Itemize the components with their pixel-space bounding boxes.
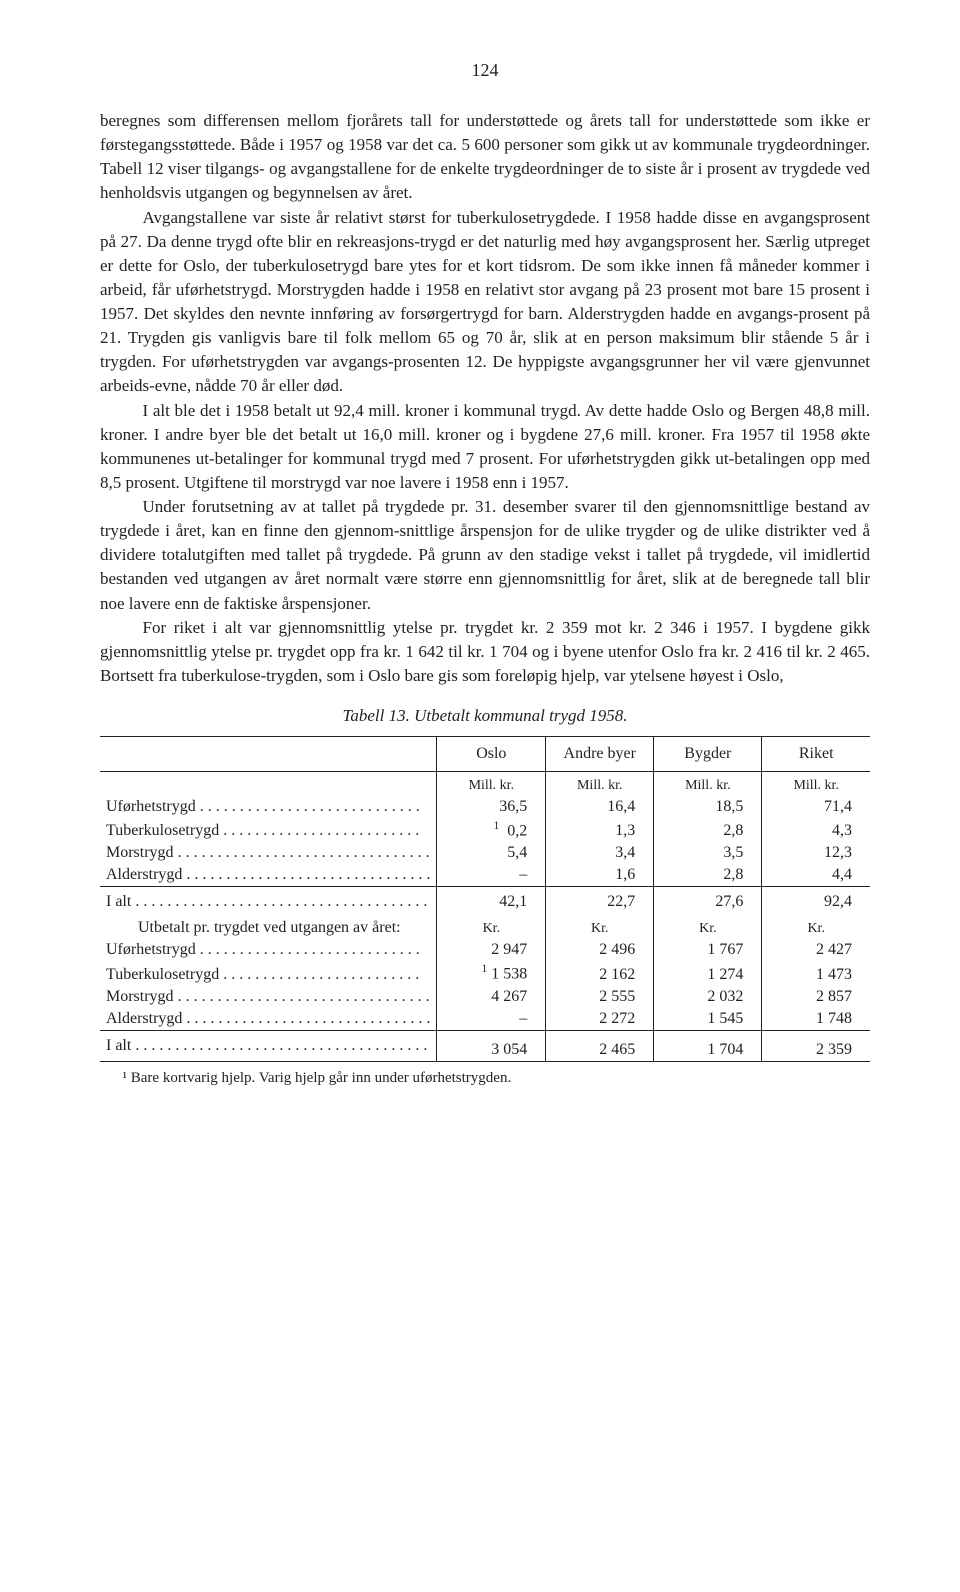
unit-kr: Kr.: [654, 913, 762, 939]
table-13: Oslo Andre byer Bygder Riket Mill. kr. M…: [100, 736, 870, 1062]
cell: 2 272: [546, 1008, 654, 1031]
cell: 4 267: [437, 986, 546, 1008]
cell: 3,5: [654, 842, 762, 864]
cell: 3,4: [546, 842, 654, 864]
cell: 1,6: [546, 864, 654, 887]
cell: 2 162: [546, 961, 654, 985]
cell: 2,8: [654, 864, 762, 887]
cell: 1 545: [654, 1008, 762, 1031]
table-header-riket: Riket: [762, 737, 870, 772]
row-label: Tuberkulosetrygd: [106, 966, 219, 983]
table-header-oslo: Oslo: [437, 737, 546, 772]
table-header-blank: [100, 737, 437, 772]
table-row: Tuberkulosetrygd . . . . . . . . . . . .…: [100, 961, 870, 985]
cell: 1 748: [762, 1008, 870, 1031]
table-header-bygder: Bygder: [654, 737, 762, 772]
table-unit-row-mid: Utbetalt pr. trygdet ved utgangen av åre…: [100, 913, 870, 939]
table-row: Tuberkulosetrygd . . . . . . . . . . . .…: [100, 818, 870, 842]
row-label: Morstrygd: [106, 988, 174, 1005]
cell: 1 274: [654, 961, 762, 985]
paragraph-3: I alt ble det i 1958 betalt ut 92,4 mill…: [100, 399, 870, 496]
cell: 5,4: [437, 842, 546, 864]
cell: 2 947: [437, 939, 546, 961]
table-total-bot: I alt . . . . . . . . . . . . . . . . . …: [100, 1030, 870, 1061]
cell: 2 857: [762, 986, 870, 1008]
unit-kr: Kr.: [762, 913, 870, 939]
cell: 42,1: [437, 887, 546, 914]
cell: 36,5: [437, 796, 546, 818]
table-row: Uførhetstrygd . . . . . . . . . . . . . …: [100, 939, 870, 961]
paragraph-1: beregnes som differensen mellom fjoråret…: [100, 109, 870, 206]
body-text: beregnes som differensen mellom fjoråret…: [100, 109, 870, 688]
cell: 3 054: [437, 1030, 546, 1061]
unit-kr: Kr.: [546, 913, 654, 939]
table-total-top: I alt . . . . . . . . . . . . . . . . . …: [100, 887, 870, 914]
unit-oslo: Mill. kr.: [437, 772, 546, 797]
cell: 2 032: [654, 986, 762, 1008]
cell: 71,4: [762, 796, 870, 818]
cell: 2 555: [546, 986, 654, 1008]
table-row: Alderstrygd . . . . . . . . . . . . . . …: [100, 1008, 870, 1031]
unit-bygder: Mill. kr.: [654, 772, 762, 797]
mid-header: Utbetalt pr. trygdet ved utgangen av åre…: [106, 919, 401, 936]
cell: 2 465: [546, 1030, 654, 1061]
cell: 1 1 538: [437, 961, 546, 985]
table-row: Alderstrygd . . . . . . . . . . . . . . …: [100, 864, 870, 887]
table-row: Morstrygd . . . . . . . . . . . . . . . …: [100, 842, 870, 864]
cell: 27,6: [654, 887, 762, 914]
cell: 1,3: [546, 818, 654, 842]
unit-riket: Mill. kr.: [762, 772, 870, 797]
table-header-andre-byer: Andre byer: [546, 737, 654, 772]
cell: 16,4: [546, 796, 654, 818]
cell: 2 427: [762, 939, 870, 961]
cell: 2,8: [654, 818, 762, 842]
cell: –: [437, 1008, 546, 1031]
table-footnote: ¹ Bare kortvarig hjelp. Varig hjelp går …: [100, 1070, 870, 1087]
cell: 1 0,2: [437, 818, 546, 842]
cell: 2 496: [546, 939, 654, 961]
unit-andre: Mill. kr.: [546, 772, 654, 797]
cell: 2 359: [762, 1030, 870, 1061]
cell: 22,7: [546, 887, 654, 914]
paragraph-4: Under forutsetning av at tallet på trygd…: [100, 495, 870, 616]
row-label: Tuberkulosetrygd: [106, 822, 219, 839]
row-label: Alderstrygd: [106, 866, 182, 883]
unit-kr: Kr.: [437, 913, 546, 939]
paragraph-2: Avgangstallene var siste år relativt stø…: [100, 206, 870, 399]
table-title: Tabell 13. Utbetalt kommunal trygd 1958.: [100, 706, 870, 726]
cell: 4,4: [762, 864, 870, 887]
cell: 18,5: [654, 796, 762, 818]
table-row: Uførhetstrygd . . . . . . . . . . . . . …: [100, 796, 870, 818]
cell: 12,3: [762, 842, 870, 864]
cell: 4,3: [762, 818, 870, 842]
cell: 1 767: [654, 939, 762, 961]
page: 124 beregnes som differensen mellom fjor…: [0, 0, 960, 1592]
table-unit-row-top: Mill. kr. Mill. kr. Mill. kr. Mill. kr.: [100, 772, 870, 797]
row-label: Uførhetstrygd: [106, 798, 196, 815]
table-row: Morstrygd . . . . . . . . . . . . . . . …: [100, 986, 870, 1008]
paragraph-5: For riket i alt var gjennomsnittlig ytel…: [100, 616, 870, 688]
page-number: 124: [100, 60, 870, 81]
cell: 1 704: [654, 1030, 762, 1061]
cell: 1 473: [762, 961, 870, 985]
cell: –: [437, 864, 546, 887]
cell: 92,4: [762, 887, 870, 914]
row-label: I alt: [106, 1037, 131, 1054]
row-label: Uførhetstrygd: [106, 941, 196, 958]
row-label: I alt: [106, 893, 131, 910]
table-header-row: Oslo Andre byer Bygder Riket: [100, 737, 870, 772]
row-label: Morstrygd: [106, 844, 174, 861]
row-label: Alderstrygd: [106, 1010, 182, 1027]
